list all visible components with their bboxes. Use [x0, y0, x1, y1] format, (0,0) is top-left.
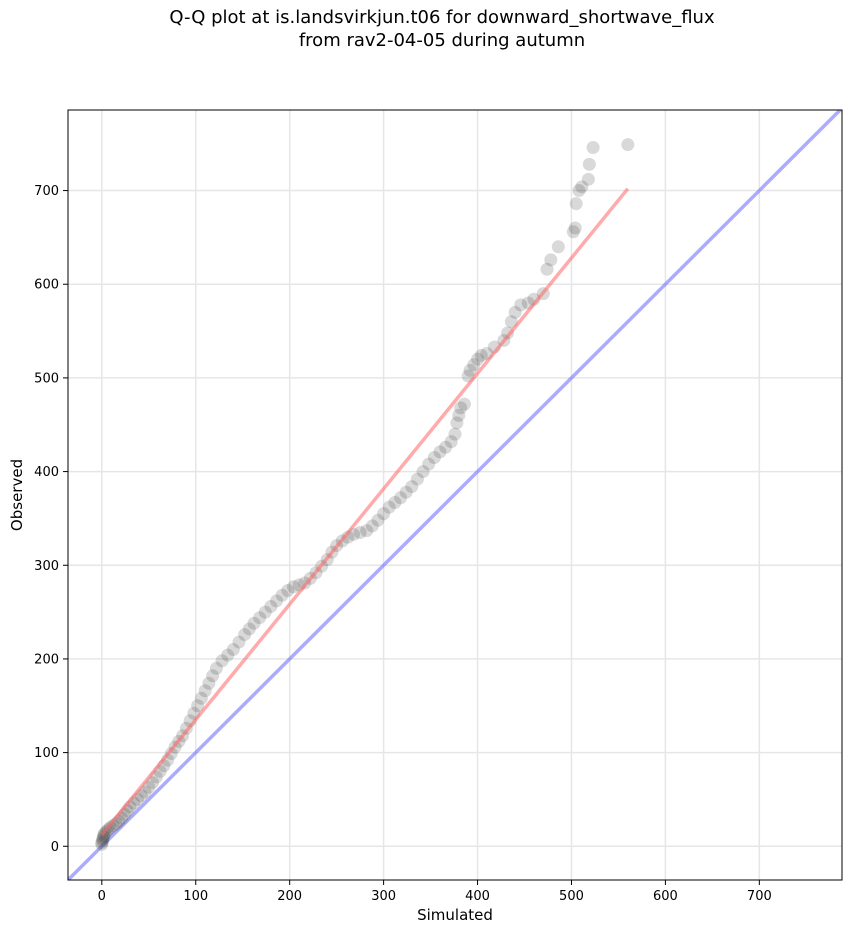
data-point-3: [96, 832, 110, 846]
data-point-52: [281, 584, 295, 598]
y-axis-ticks: 0 100 200 300 400 500 600 700: [34, 184, 68, 855]
data-point-75: [410, 472, 424, 486]
data-point-80: [439, 440, 453, 454]
data-point-1: [95, 836, 109, 850]
y-axis-label: Observed: [8, 459, 26, 531]
data-point-104: [551, 240, 565, 254]
data-point-65: [353, 525, 367, 539]
data-point-40: [215, 654, 229, 668]
data-point-39: [209, 661, 223, 675]
data-point-74: [405, 480, 419, 494]
data-point-66: [360, 524, 374, 538]
data-point-76: [416, 465, 430, 479]
x-tick-label-700: 700: [747, 889, 772, 904]
data-point-102: [540, 262, 554, 276]
data-point-109: [575, 180, 589, 194]
data-point-98: [514, 298, 528, 312]
data-point-70: [382, 500, 396, 514]
x-tick-label-600: 600: [653, 889, 678, 904]
data-point-37: [202, 676, 216, 690]
data-point-107: [569, 197, 583, 211]
y-tick-label-200: 200: [34, 652, 59, 667]
x-tick-label-300: 300: [371, 889, 396, 904]
data-point-79: [433, 445, 447, 459]
data-point-41: [221, 648, 235, 662]
data-point-108: [572, 184, 586, 198]
data-point-112: [586, 140, 600, 154]
data-point-81: [444, 435, 458, 449]
x-tick-label-100: 100: [183, 889, 208, 904]
identity-line-group: [68, 110, 842, 880]
data-point-110: [581, 172, 595, 186]
data-point-47: [253, 611, 267, 625]
data-point-71: [388, 495, 402, 509]
x-tick-label-0: 0: [98, 889, 106, 904]
data-point-77: [422, 457, 436, 471]
data-point-69: [377, 507, 391, 521]
data-point-78: [427, 451, 441, 465]
data-point-36: [198, 684, 212, 698]
x-tick-label-400: 400: [465, 889, 490, 904]
y-tick-label-100: 100: [34, 746, 59, 761]
data-point-73: [399, 485, 413, 499]
y-tick-label-300: 300: [34, 559, 59, 574]
data-point-96: [504, 315, 518, 329]
data-point-0: [95, 837, 109, 851]
data-point-84: [452, 408, 466, 422]
chart-title: Q-Q plot at is.landsvirkjun.t06 for down…: [0, 6, 851, 52]
plot-area-frame: [67, 109, 843, 881]
data-point-51: [275, 588, 289, 602]
y-tick-label-500: 500: [34, 371, 59, 386]
data-point-2: [96, 834, 110, 848]
x-tick-label-500: 500: [559, 889, 584, 904]
data-point-113: [621, 138, 635, 152]
data-point-67: [365, 519, 379, 533]
data-point-27: [164, 747, 178, 761]
data-point-34: [191, 699, 205, 713]
data-point-44: [238, 628, 252, 642]
data-point-46: [247, 616, 261, 630]
data-point-53: [286, 580, 300, 594]
fit-line-group: [100, 187, 630, 837]
fit-line: [100, 187, 630, 837]
chart-title-line-1: Q-Q plot at is.landsvirkjun.t06 for down…: [169, 7, 715, 28]
identity-line: [68, 110, 842, 880]
y-tick-label-600: 600: [34, 278, 59, 293]
x-axis-ticks: 0 100 200 300 400 500 600 700: [98, 880, 772, 904]
data-point-43: [232, 635, 246, 649]
data-point-68: [371, 513, 385, 527]
x-axis-label: Simulated: [417, 906, 493, 924]
data-point-49: [264, 599, 278, 613]
data-point-111: [582, 157, 596, 171]
x-tick-label-200: 200: [277, 889, 302, 904]
data-point-48: [258, 605, 272, 619]
chart-title-line-2: from rav2-04-05 during autumn: [298, 30, 586, 51]
data-point-83: [450, 416, 464, 430]
data-point-86: [457, 397, 471, 411]
data-point-103: [544, 253, 558, 267]
data-point-45: [242, 622, 256, 636]
data-point-88: [463, 363, 477, 377]
data-point-42: [226, 643, 240, 657]
y-tick-label-400: 400: [34, 465, 59, 480]
data-point-89: [467, 358, 481, 372]
data-point-106: [568, 221, 582, 235]
data-point-4: [97, 830, 111, 844]
y-tick-label-700: 700: [34, 184, 59, 199]
data-point-82: [448, 427, 462, 441]
data-point-38: [206, 669, 220, 683]
data-point-105: [566, 225, 580, 239]
data-point-35: [194, 691, 208, 705]
data-point-72: [394, 491, 408, 505]
data-point-85: [454, 401, 468, 415]
data-point-50: [270, 594, 284, 608]
data-point-97: [508, 305, 522, 319]
y-tick-label-0: 0: [51, 840, 59, 855]
data-point-91: [474, 348, 488, 362]
data-point-90: [471, 352, 485, 366]
